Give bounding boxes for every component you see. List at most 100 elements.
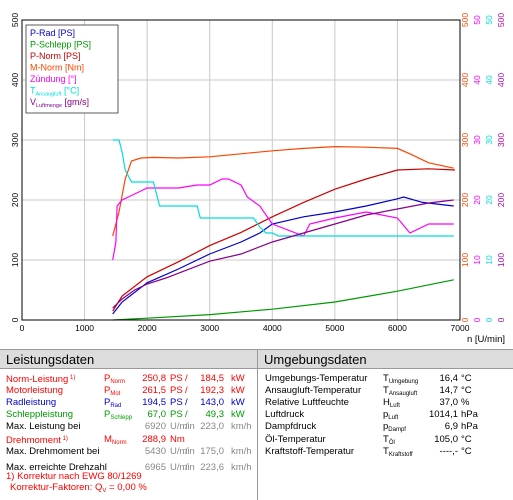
row-value: 16,4 xyxy=(439,373,459,384)
row-label: Öl-Temperatur xyxy=(265,434,326,445)
legend-entry: Zündung [°] xyxy=(30,74,77,84)
row-slash: / xyxy=(185,446,188,457)
row-unit-2: kW xyxy=(231,373,245,384)
legend-entry: M-Norm [Nm] xyxy=(30,63,84,73)
row-value-1: 67,0 xyxy=(147,409,167,420)
row-unit: °C xyxy=(461,446,472,457)
left-y-tick-label: 500 xyxy=(10,13,20,27)
row-value-2: 184,5 xyxy=(200,373,224,384)
row-value-2: 223,0 xyxy=(200,421,224,432)
row-unit: °C xyxy=(461,434,472,445)
footnote-correction-text: 1) Korrektur nach EWG 80/1269 xyxy=(6,471,142,482)
row-unit-2: kW xyxy=(231,385,245,396)
umgebungsdaten-title: Umgebungsdaten xyxy=(264,352,367,367)
legend-box xyxy=(25,24,119,114)
legend-entry: P-Rad [PS] xyxy=(30,28,75,38)
footnote-correction: 1) Korrektur nach EWG 80/1269 xyxy=(6,471,142,482)
x-axis: 0 1000 2000 3000 4000 5000 6000 7000 xyxy=(20,323,470,333)
row-symbol: PMot xyxy=(104,385,121,397)
row-symbol: MNorm xyxy=(104,434,127,446)
row-unit-1: U/min xyxy=(170,446,195,457)
legend-entry: TAnsaugluft [°C] xyxy=(30,86,79,98)
right-y-tick-label: 50 xyxy=(472,15,482,25)
row-unit-1: U/min xyxy=(170,462,195,473)
row-slash: / xyxy=(185,462,188,473)
row-label: Schleppleistung xyxy=(6,409,74,420)
row-value: ----,- xyxy=(439,446,458,457)
row-value-1: 194,5 xyxy=(142,397,166,408)
row-unit-1: PS xyxy=(170,373,183,384)
footnote-factors-sub: V xyxy=(102,488,107,494)
row-symbol: pDampf xyxy=(383,421,406,433)
row-label: Kraftstoff-Temperatur xyxy=(265,446,355,457)
x-tick-label: 5000 xyxy=(325,323,344,333)
row-label: Luftdruck xyxy=(265,409,305,420)
chart-legend: P-Rad [PS] P-Schlepp [PS]P-Norm [PS] M-Nor… xyxy=(25,24,119,114)
row-value: 6,9 xyxy=(444,421,458,432)
row-slash: / xyxy=(185,385,188,396)
row-unit-2: km/h xyxy=(231,462,252,473)
x-tick-label: 6000 xyxy=(388,323,407,333)
row-unit: hPa xyxy=(461,409,478,420)
row-label: Drehmoment 1) xyxy=(6,435,68,446)
footnote-factors: Korrektur-Faktoren: QV = 0,00 % xyxy=(10,482,147,497)
row-slash: / xyxy=(185,421,188,432)
right-y-tick-label: 300 xyxy=(460,133,470,147)
right-y-tick-label: 0 xyxy=(472,317,482,322)
row-symbol: PRad xyxy=(104,397,122,409)
row-unit-2: km/h xyxy=(231,446,252,457)
row-label: Max. Drehmoment bei xyxy=(6,446,100,457)
x-tick-label: 2000 xyxy=(138,323,157,333)
right-y-tick-label: 500 xyxy=(460,13,470,27)
row-label: Max. Leistung bei xyxy=(6,421,81,432)
left-y-tick-label: 300 xyxy=(10,133,20,147)
leistungsdaten-header: Leistungsdaten xyxy=(0,349,257,369)
right-y-tick-label: 30 xyxy=(484,135,494,145)
row-value: 1014,1 xyxy=(428,409,458,420)
row-value-2: 192,3 xyxy=(200,385,224,396)
right-y-tick-label: 40 xyxy=(484,75,494,85)
row-symbol: pLuft xyxy=(383,409,399,421)
x-axis-label: n [U/min] xyxy=(467,334,505,345)
x-tick-label: 3000 xyxy=(200,323,219,333)
legend-entry: P-Schlepp [PS] xyxy=(30,40,91,50)
right-y-tick-label: 40 xyxy=(472,75,482,85)
row-unit: °C xyxy=(461,385,472,396)
plot-frame xyxy=(21,19,461,321)
row-symbol: TUmgebung xyxy=(383,373,419,385)
x-tick-label: 7000 xyxy=(451,323,470,333)
series-line xyxy=(112,178,454,261)
row-unit-1: Nm xyxy=(170,434,185,445)
right-y-tick-label: 200 xyxy=(496,193,506,207)
row-unit: hPa xyxy=(461,421,478,432)
row-symbol: TÖl xyxy=(383,434,395,446)
row-value-2: 175,0 xyxy=(200,446,224,457)
row-slash: / xyxy=(185,373,188,384)
right-y-tick-label: 10 xyxy=(484,255,494,265)
right-y-tick-label: 20 xyxy=(472,195,482,205)
right-y-tick-label: 30 xyxy=(472,135,482,145)
x-tick-label: 4000 xyxy=(263,323,282,333)
row-symbol: PSchlepp xyxy=(104,409,133,421)
row-label: Ansaugluft-Temperatur xyxy=(265,385,362,396)
row-value-1: 250,8 xyxy=(142,373,166,384)
row-label: Dampfdruck xyxy=(265,421,317,432)
right-y-tick-label: 200 xyxy=(460,193,470,207)
right-y-tick-label: 50 xyxy=(484,15,494,25)
left-y-axis: 0 100 200 300 400 500 xyxy=(10,13,20,323)
row-value-1: 288,9 xyxy=(142,434,166,445)
left-y-tick-label: 200 xyxy=(10,193,20,207)
panel-divider xyxy=(257,349,258,500)
row-value-2: 143,0 xyxy=(200,397,224,408)
row-value-1: 6920 xyxy=(144,421,166,432)
row-value: 37,0 xyxy=(439,397,459,408)
right-y-tick-label: 20 xyxy=(484,195,494,205)
left-y-tick-label: 100 xyxy=(10,253,20,267)
row-label: Relative Luftfeuchte xyxy=(265,397,349,408)
row-unit-2: km/h xyxy=(231,421,252,432)
row-symbol: TAnsaugluft xyxy=(383,385,418,397)
right-y-tick-label: 0 xyxy=(496,317,506,322)
left-y-tick-label: 400 xyxy=(10,73,20,87)
leistungsdaten-title: Leistungsdaten xyxy=(6,352,95,367)
